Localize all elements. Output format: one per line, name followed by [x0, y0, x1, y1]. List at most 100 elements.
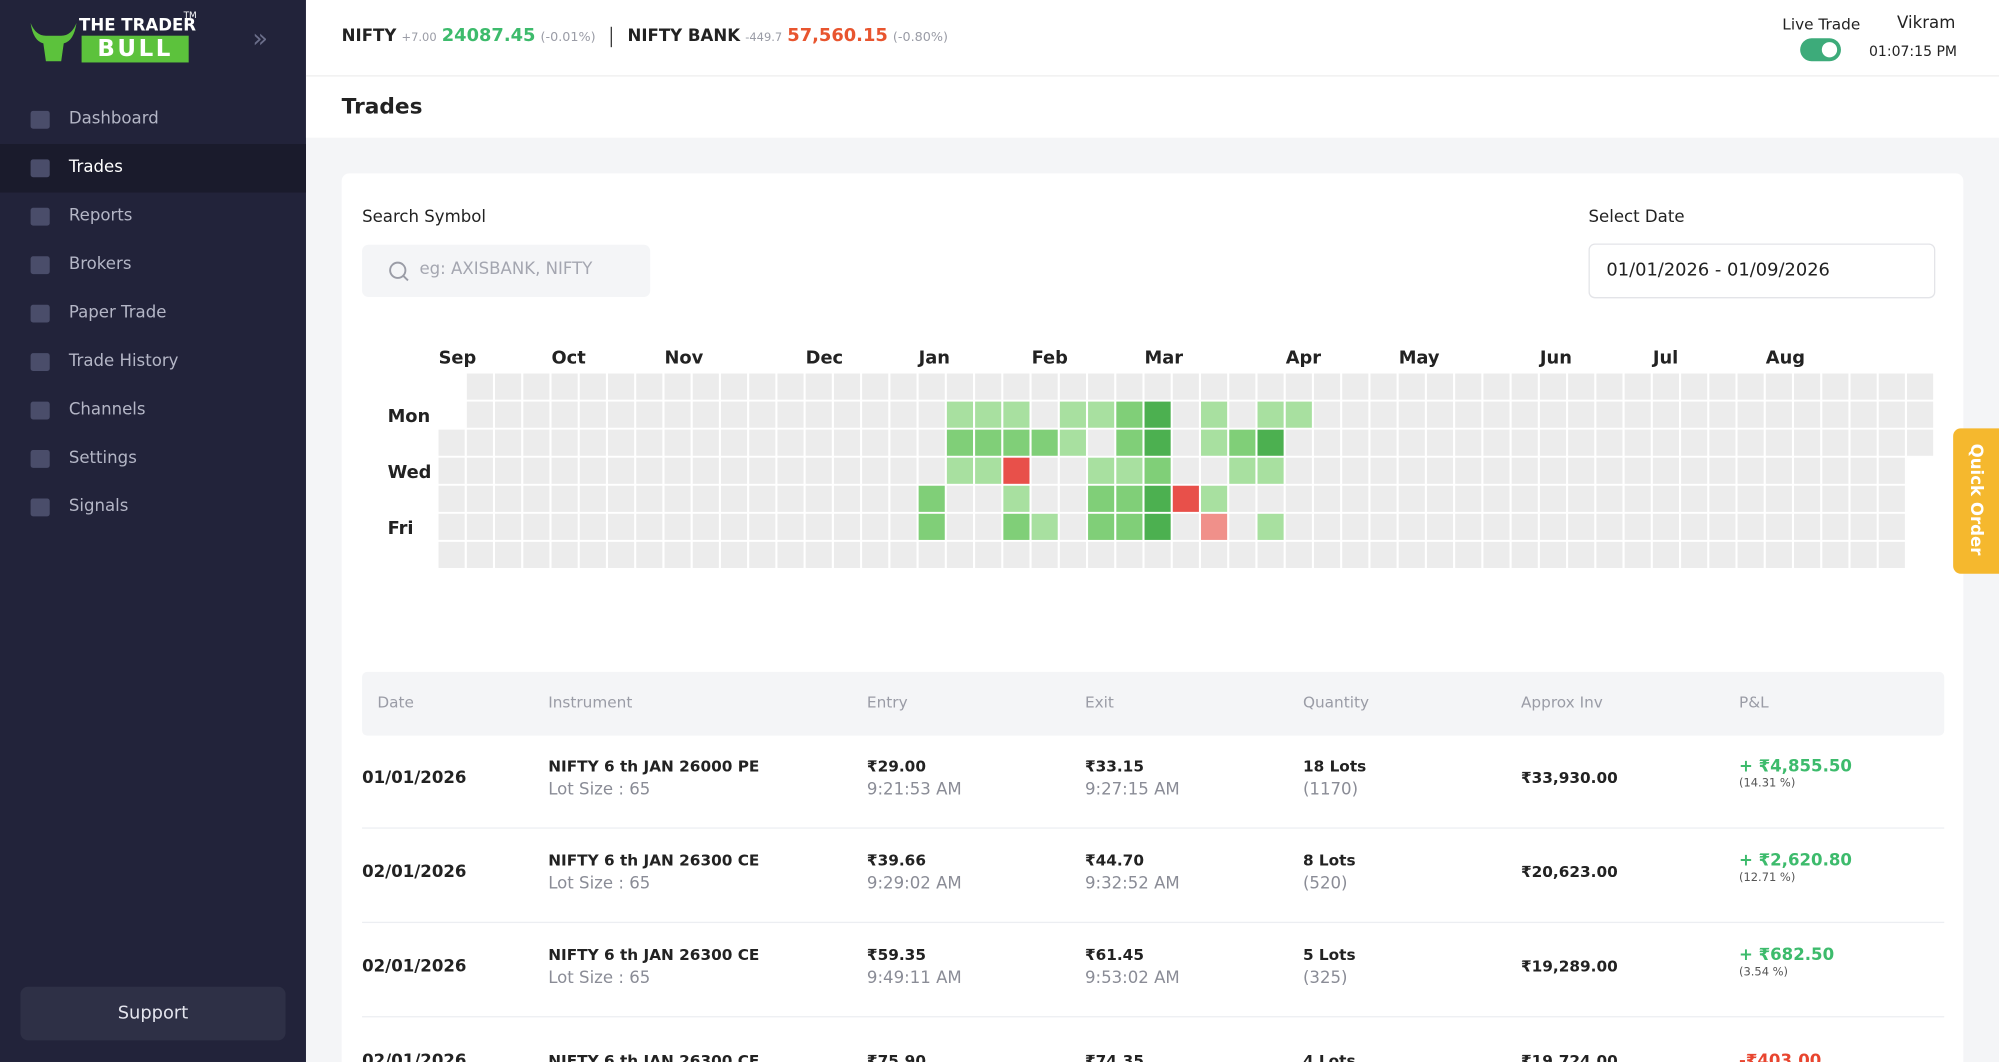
table-cell: ₹61.45 9:53:02 AM: [1085, 946, 1180, 988]
menu-item[interactable]: Trade History: [0, 338, 306, 386]
heatmap-cell: [1455, 513, 1482, 540]
heatmap-cell: [1511, 401, 1538, 428]
heatmap-cell: [1511, 513, 1538, 540]
heatmap-cell: [1313, 457, 1341, 484]
cell-subtext: Lot Size : 65: [548, 968, 651, 989]
heatmap-cell: [1822, 513, 1849, 540]
menu-label: Reports: [68, 206, 133, 226]
heatmap-cell: [1003, 541, 1030, 568]
heatmap-cell: [1822, 373, 1849, 400]
heatmap-cell: [692, 485, 719, 512]
menu-label: Brokers: [68, 254, 132, 275]
heatmap-cell: [1342, 429, 1369, 456]
cell-text: NIFTY 6 th JAN 26300 CE: [548, 851, 760, 870]
heatmap-cell: [1652, 373, 1679, 400]
heatmap-cell: [1737, 513, 1764, 540]
heatmap-cell: [1681, 541, 1708, 568]
heatmap-cell: [1201, 541, 1228, 568]
heatmap-cell: [777, 513, 804, 540]
table-cell: ₹44.70 9:32:52 AM: [1085, 852, 1180, 894]
heatmap-cell: [551, 485, 578, 512]
cell-text: ₹19,289.00: [1520, 957, 1618, 976]
menu-item[interactable]: Paper Trade: [0, 289, 306, 337]
heatmap-cell: [1116, 485, 1143, 512]
heatmap-cell: [1539, 541, 1567, 568]
menu-item[interactable]: Brokers: [0, 241, 306, 289]
heatmap-cell: [495, 541, 522, 568]
table-cell: NIFTY 6 th JAN 26300 CE: [548, 1052, 759, 1062]
heatmap-cell: [1398, 401, 1425, 428]
cell-text: 4 Lots: [1302, 1051, 1356, 1062]
table-cell: ₹75.90: [867, 1052, 926, 1062]
month-label: Feb: [1032, 347, 1068, 368]
live-trade-toggle[interactable]: [1800, 38, 1841, 62]
heatmap-cell: [946, 485, 974, 512]
heatmap-cell: [1003, 429, 1030, 456]
table-cell: 02/01/2026: [362, 863, 466, 882]
heatmap-cell: [1709, 485, 1736, 512]
heatmap-cell: [1257, 485, 1284, 512]
date-input[interactable]: 01/01/2026 - 01/09/2026: [1588, 243, 1936, 299]
heatmap-cell: [1709, 373, 1736, 400]
heatmap-cell: [523, 429, 550, 456]
heatmap-cell: [1455, 457, 1482, 484]
heatmap-cell: [833, 513, 861, 540]
heatmap-cell: [466, 457, 493, 484]
heatmap-cell: [607, 457, 635, 484]
menu-label: Settings: [68, 448, 137, 468]
heatmap-cell: [1681, 513, 1708, 540]
heatmap-cell: [975, 457, 1002, 484]
heatmap-cell: [1737, 401, 1764, 428]
calendar-heatmap: Sep Oct Nov Dec Jan Feb Mar Apr May Jun Jul Aug Mon W…: [388, 347, 1934, 568]
support-button[interactable]: Support: [20, 986, 286, 1041]
heatmap-cell: [1878, 485, 1905, 512]
tickers: NIFTY +7.00 24087.45 (-0.01%) NIFTY BANK -449…: [342, 25, 948, 47]
heatmap-cell: [1172, 373, 1199, 400]
heatmap-cell: [607, 401, 635, 428]
heatmap-cell: [1709, 513, 1736, 540]
search-label: Search Symbol: [362, 207, 487, 227]
heatmap-cell: [692, 429, 719, 456]
heatmap-cell: [607, 513, 635, 540]
heatmap-cell: [1568, 485, 1595, 512]
heatmap-cell: [1398, 373, 1425, 400]
month-label: Mar: [1145, 347, 1184, 368]
heatmap-cell: [495, 485, 522, 512]
heatmap-cell: [1144, 513, 1171, 540]
menu-item[interactable]: Dashboard: [0, 96, 306, 144]
menu-item[interactable]: Channels: [0, 386, 306, 434]
heatmap-cell: [1850, 541, 1877, 568]
heatmap-cell: [1709, 541, 1736, 568]
menu-item[interactable]: Signals: [0, 483, 306, 531]
heatmap-cell: [1539, 485, 1567, 512]
menu-item[interactable]: Reports: [0, 193, 306, 241]
heatmap-cell: [1426, 401, 1454, 428]
heatmap-cell: [1257, 401, 1284, 428]
heatmap-cell: [1822, 541, 1849, 568]
cell-subtext: 9:53:02 AM: [1084, 968, 1180, 989]
heatmap-cell: [720, 401, 748, 428]
heatmap-cell: [636, 457, 663, 484]
heatmap-cell: [975, 429, 1002, 456]
heatmap-cell: [1144, 541, 1171, 568]
heatmap-cell: [579, 541, 606, 568]
search-input[interactable]: eg: AXISBANK, NIFTY: [362, 244, 651, 298]
collapse-button[interactable]: »: [252, 22, 269, 54]
heatmap-cell: [890, 373, 917, 400]
column-header: P&L: [1738, 693, 1769, 712]
heatmap-cell: [1850, 373, 1877, 400]
menu-item[interactable]: Trades: [0, 144, 306, 193]
menu-item[interactable]: Settings: [0, 435, 306, 483]
heatmap-cell: [664, 457, 691, 484]
heatmap-cell: [1031, 541, 1058, 568]
heatmap-cell: [551, 541, 578, 568]
date-value: 01/01/2026 - 01/09/2026: [1606, 260, 1830, 281]
menu-label: Trades: [68, 158, 123, 178]
heatmap-cell: [1116, 401, 1143, 428]
heatmap-cell: [523, 457, 550, 484]
heatmap-cell: [918, 457, 945, 484]
heatmap-cell: [1455, 429, 1482, 456]
heatmap-cell: [1765, 541, 1792, 568]
heatmap-cell: [495, 373, 522, 400]
quick-order-tab[interactable]: Quick Order: [1953, 428, 1999, 574]
